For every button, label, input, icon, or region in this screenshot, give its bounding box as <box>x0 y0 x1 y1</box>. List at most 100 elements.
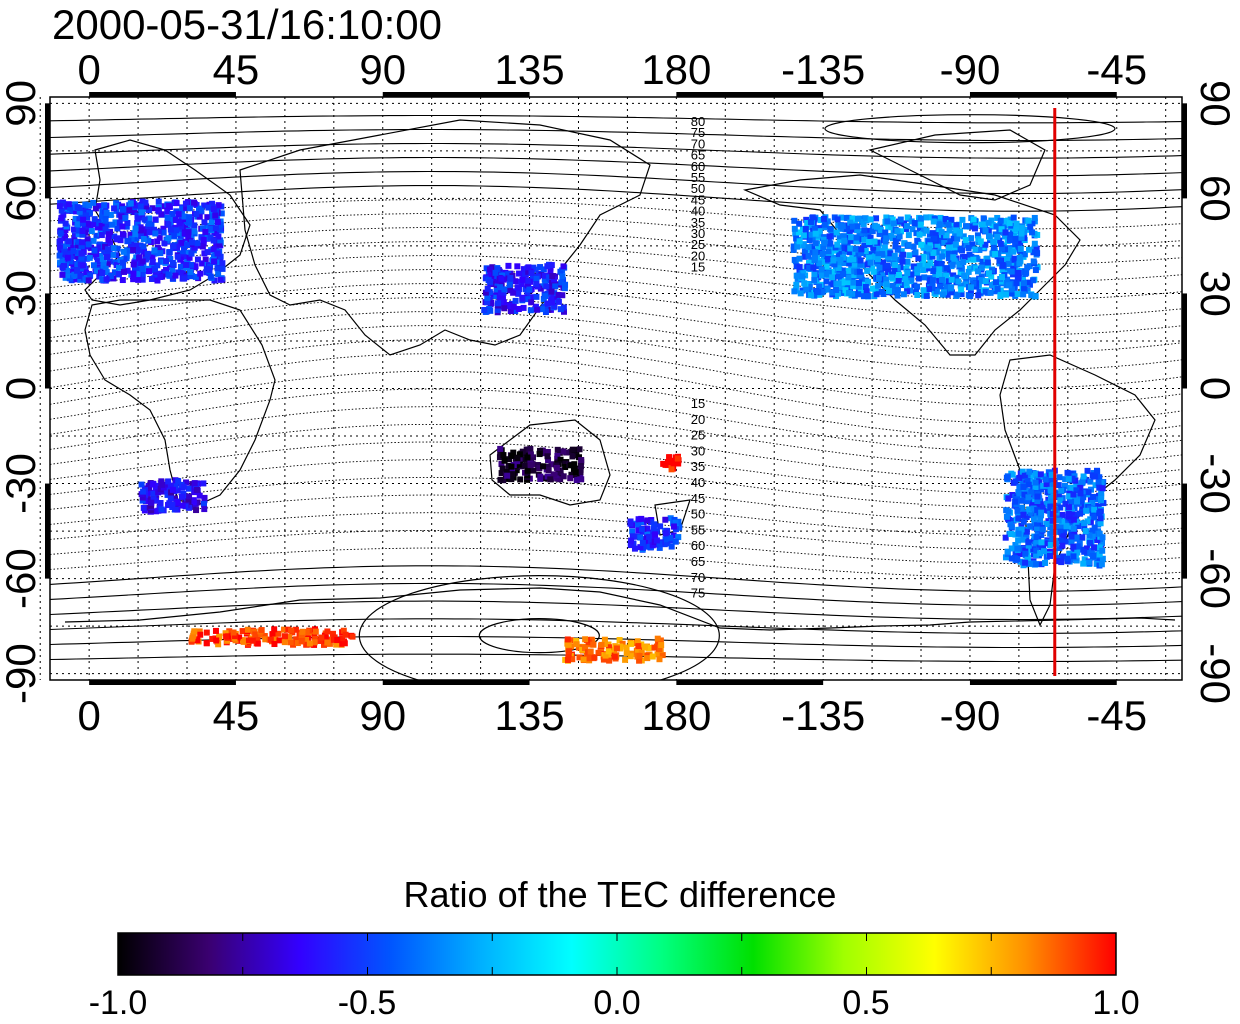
tec-cell <box>245 637 252 644</box>
north-pole-contour <box>824 114 1116 144</box>
tec-cell <box>866 254 873 261</box>
tec-cell <box>175 269 182 276</box>
tec-cell <box>503 468 510 475</box>
tec-cell <box>613 645 620 652</box>
tec-cell <box>635 522 642 529</box>
tec-cell <box>894 264 901 271</box>
tec-cell <box>493 286 500 293</box>
tec-cell <box>494 266 501 273</box>
tec-cell <box>1032 561 1039 568</box>
tec-cell <box>496 454 503 461</box>
tec-cell <box>133 242 140 249</box>
tec-cell <box>84 220 91 227</box>
tec-cell <box>926 278 933 285</box>
tec-cell <box>882 229 889 236</box>
tec-cell <box>520 266 527 273</box>
tec-cell <box>518 281 525 288</box>
tec-cell <box>149 259 156 266</box>
tec-cell <box>203 629 210 636</box>
tec-cell <box>985 262 992 269</box>
tec-cell <box>287 627 294 634</box>
tec-cell <box>123 223 130 230</box>
tec-cell <box>1095 479 1102 486</box>
tec-cell <box>1033 501 1040 508</box>
tec-cell <box>178 239 185 246</box>
tec-cell <box>124 247 131 254</box>
tec-cell <box>869 228 876 235</box>
bottom-edge-bar <box>969 680 1117 685</box>
tec-cell <box>806 284 813 291</box>
tec-cell <box>939 253 946 260</box>
tec-cell <box>158 478 165 485</box>
top-lon-tick-label: 90 <box>359 46 406 93</box>
tec-cell <box>154 277 161 284</box>
tec-cell <box>869 285 876 292</box>
tec-cell <box>1074 543 1081 550</box>
tec-cell <box>79 227 86 234</box>
tec-cell <box>838 290 845 297</box>
tec-cell <box>150 490 157 497</box>
tec-cell <box>115 270 122 277</box>
tec-cell <box>834 216 841 223</box>
tec-cell <box>816 283 823 290</box>
tec-cell <box>835 251 842 258</box>
tec-cell <box>982 278 989 285</box>
tec-cell <box>209 200 216 207</box>
tec-cell <box>1092 482 1099 489</box>
tec-cell <box>217 225 224 232</box>
tec-cell <box>864 267 871 274</box>
tec-cell <box>835 290 842 297</box>
contour-line <box>50 476 1182 522</box>
tec-cell <box>564 657 571 664</box>
left-edge-bar <box>45 103 50 199</box>
tec-cell <box>957 246 964 253</box>
tec-cell <box>891 267 898 274</box>
tec-cell <box>835 280 842 287</box>
tec-cell <box>856 272 863 279</box>
tec-cell <box>863 288 870 295</box>
tec-cell <box>519 276 526 283</box>
tec-cell <box>507 274 514 281</box>
tec-cell <box>796 229 803 236</box>
tec-cell <box>572 469 579 476</box>
tec-cell <box>565 648 572 655</box>
tec-cell <box>808 231 815 238</box>
tec-cell <box>1091 506 1098 513</box>
tec-cell <box>1012 478 1019 485</box>
tec-cell <box>185 219 192 226</box>
tec-cell <box>1069 484 1076 491</box>
tec-cell <box>953 274 960 281</box>
tec-cell <box>930 249 937 256</box>
tec-cell <box>486 266 493 273</box>
tec-cell <box>81 224 88 231</box>
tec-cell <box>505 262 512 269</box>
tec-cell <box>254 640 261 647</box>
right-edge-bar <box>1182 103 1187 199</box>
tec-cell <box>75 227 82 234</box>
contour-line <box>50 156 1182 177</box>
tec-cell <box>622 656 629 663</box>
top-lon-tick-label: -45 <box>1086 46 1147 93</box>
tec-cell <box>792 230 799 237</box>
tec-cell <box>202 256 209 263</box>
tec-cell <box>210 253 217 260</box>
tec-cell <box>1037 471 1044 478</box>
tec-cell <box>958 286 965 293</box>
tec-cell <box>193 211 200 218</box>
contour-line <box>50 565 1182 592</box>
tec-cell <box>667 534 674 541</box>
tec-cell <box>321 632 328 639</box>
tec-cell <box>861 227 868 234</box>
tec-cell <box>1058 487 1065 494</box>
tec-cell <box>1064 469 1071 476</box>
tec-cell <box>966 251 973 258</box>
tec-cell <box>185 498 192 505</box>
tec-cell <box>559 292 566 299</box>
tec-cell <box>65 238 72 245</box>
tec-cell <box>218 210 225 217</box>
tec-cell <box>629 528 636 535</box>
tec-cell <box>506 281 513 288</box>
tec-cell <box>548 279 555 286</box>
tec-cell <box>617 645 624 652</box>
tec-cell <box>1025 279 1032 286</box>
